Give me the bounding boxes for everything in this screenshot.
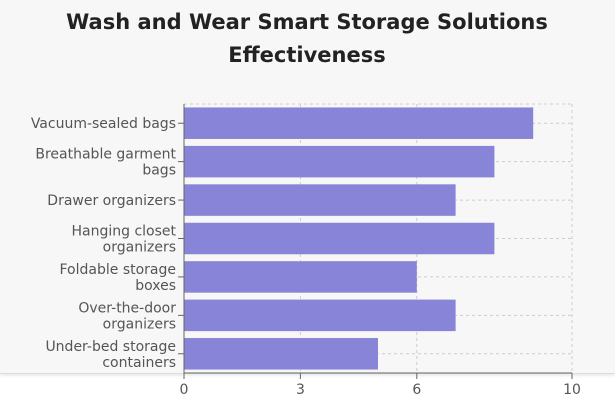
y-tick-label: boxes	[135, 278, 176, 294]
x-tick-label: 0	[180, 382, 189, 398]
bar[interactable]	[184, 107, 534, 139]
y-tick-label: containers	[102, 355, 176, 371]
chart-panel: Wash and Wear Smart Storage Solutions Eff…	[0, 10, 615, 398]
y-tick-label: Under-bed storage	[45, 339, 176, 355]
bars	[184, 107, 534, 370]
y-tick-label: Hanging closet	[71, 224, 176, 240]
y-tick-label: Vacuum-sealed bags	[31, 116, 176, 132]
x-tick-label: 6	[412, 382, 421, 398]
bar[interactable]	[184, 338, 378, 370]
x-tick-label: 10	[563, 382, 581, 398]
chart-title-line: Effectiveness	[228, 43, 385, 67]
axes	[183, 104, 572, 374]
y-tick-label: bags	[142, 163, 176, 179]
y-tick-label: organizers	[103, 240, 176, 256]
x-tick-label: 3	[296, 382, 305, 398]
y-axis-labels: Vacuum-sealed bags Breathable garmentbags…	[31, 116, 184, 371]
chart-title-line: Wash and Wear Smart Storage Solutions	[66, 10, 548, 34]
bar[interactable]	[184, 261, 417, 293]
y-tick-label: Foldable storage	[60, 262, 177, 278]
y-tick-label: Drawer organizers	[47, 193, 176, 209]
chart-title: Wash and Wear Smart Storage Solutions Eff…	[66, 10, 548, 67]
bar[interactable]	[184, 222, 495, 255]
y-tick-label: Breathable garment	[35, 147, 176, 163]
y-tick-label: organizers	[103, 316, 176, 332]
bar[interactable]	[184, 184, 456, 216]
y-tick-label: Over-the-door	[78, 300, 176, 316]
bar[interactable]	[184, 299, 456, 332]
bar[interactable]	[184, 145, 495, 178]
x-axis-ticks: 0 3 6 10	[180, 373, 581, 398]
